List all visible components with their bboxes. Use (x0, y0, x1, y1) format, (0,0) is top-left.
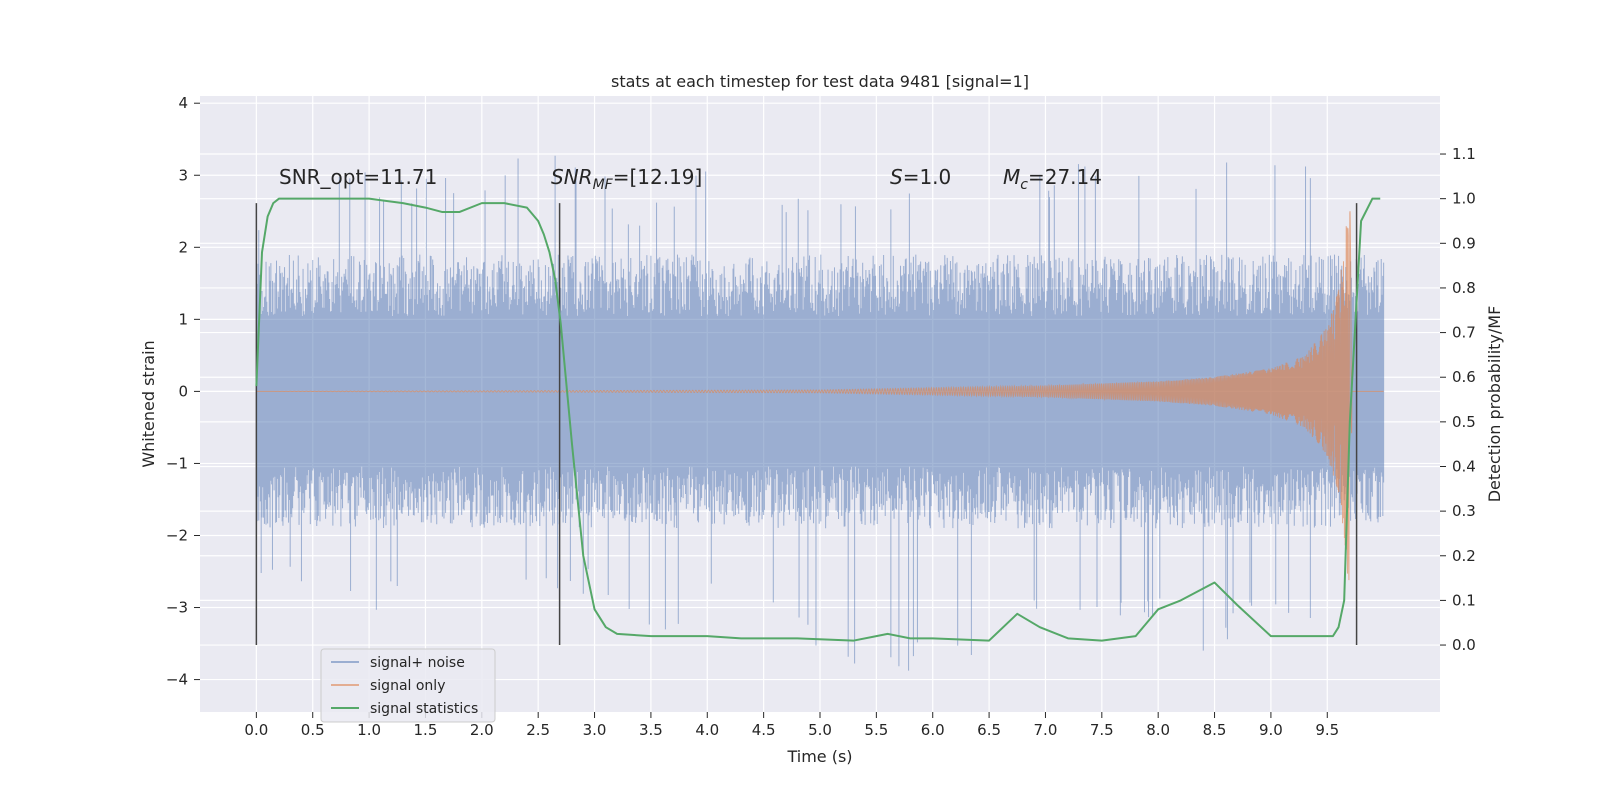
x-tick-label: 4.0 (695, 721, 719, 739)
y2-tick-label: 0.8 (1452, 279, 1476, 297)
y-tick-label: −3 (166, 599, 188, 617)
legend: signal+ noise signal only signal statist… (320, 648, 496, 723)
legend-label-signal: signal only (370, 678, 445, 694)
y2-tick-label: 0.5 (1452, 413, 1476, 431)
y2-tick-label: 1.0 (1452, 190, 1476, 208)
x-tick-label: 5.0 (808, 721, 832, 739)
y2-tick-label: 0.1 (1452, 591, 1476, 609)
legend-box (320, 648, 496, 723)
x-tick-label: 1.0 (357, 721, 381, 739)
y-tick-label: −4 (166, 671, 188, 689)
vertical-markers (255, 203, 1358, 646)
y2-axis-label: Detection probability/MF (1485, 306, 1504, 503)
y2-tick-label: 0.2 (1452, 547, 1476, 565)
x-tick-label: 9.5 (1315, 721, 1339, 739)
x-tick-label: 1.5 (414, 721, 438, 739)
y2-tick-label: 0.9 (1452, 234, 1476, 252)
x-axis-label: Time (s) (786, 747, 852, 766)
x-tick-label: 7.5 (1090, 721, 1114, 739)
x-tick-label: 7.0 (1034, 721, 1058, 739)
y2-tick-label: 0.7 (1452, 324, 1476, 342)
annotation-snr-mf: SNRMF=[12.19] (551, 165, 702, 193)
x-tick-label: 0.5 (301, 721, 325, 739)
x-tick-label: 2.5 (526, 721, 550, 739)
y-tick-label: −2 (166, 526, 188, 544)
y-axis-label: Whitened strain (139, 340, 158, 467)
legend-label-noise: signal+ noise (370, 655, 465, 671)
x-tick-label: 0.0 (244, 721, 268, 739)
annotation-mc: Mc=27.14 (1003, 165, 1102, 193)
y2-tick-label: 0.0 (1452, 636, 1476, 654)
y2-tick-label: 0.4 (1452, 457, 1476, 475)
y-tick-label: 4 (178, 94, 188, 112)
x-tick-label: 3.5 (639, 721, 663, 739)
annotation-s: S=1.0 (890, 165, 951, 189)
x-tick-label: 3.0 (583, 721, 607, 739)
y-tick-label: −1 (166, 454, 188, 472)
y2-tick-label: 0.6 (1452, 368, 1476, 386)
x-tick-label: 8.0 (1146, 721, 1170, 739)
y2-tick-label: 1.1 (1452, 145, 1476, 163)
series-signal-statistics (255, 197, 1381, 642)
x-tick-label: 6.5 (977, 721, 1001, 739)
x-tick-label: 5.5 (864, 721, 888, 739)
y-tick-label: 0 (178, 382, 188, 400)
signal-series (256, 211, 1384, 581)
stats-series (255, 197, 1381, 642)
series-signal-only (256, 211, 1384, 581)
x-tick-label: 9.0 (1259, 721, 1283, 739)
y-tick-label: 1 (178, 310, 188, 328)
x-tick-label: 8.5 (1203, 721, 1227, 739)
x-tick-label: 6.0 (921, 721, 945, 739)
y2-tick-label: 0.3 (1452, 502, 1476, 520)
x-ticks: 0.0 0.5 1.0 1.5 2.0 2.5 3.0 3.5 4.0 4.5 5.0 5.5 6.0 6… (244, 712, 1339, 739)
y2-ticks: 0.0 0.1 0.2 0.3 0.4 0.5 0.6 0.7 0.8 0.9 1.0 1.1 (1440, 145, 1476, 654)
x-tick-label: 4.5 (752, 721, 776, 739)
y-tick-label: 2 (178, 238, 188, 256)
y-ticks: 4 3 2 1 0 −1 −2 −3 −4 (166, 94, 200, 689)
chart-title: stats at each timestep for test data 948… (611, 72, 1029, 91)
x-tick-label: 2.0 (470, 721, 494, 739)
legend-label-stats: signal statistics (370, 701, 478, 717)
annotation-snr-opt: SNR_opt=11.71 (279, 165, 437, 189)
y-tick-label: 3 (178, 166, 188, 184)
